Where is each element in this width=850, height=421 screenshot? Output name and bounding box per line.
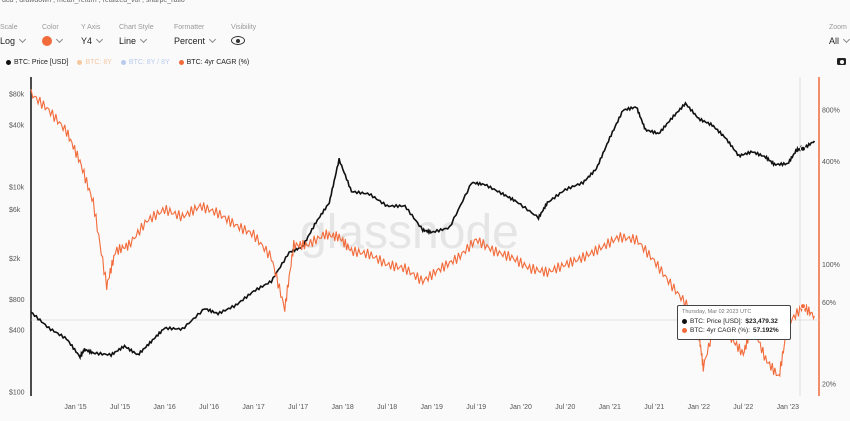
tooltip-price-label: BTC: Price [USD]: <box>690 318 743 325</box>
y-left-ticks: $80k $40k $10k $6k $2k $800 $400 $100 <box>9 92 25 397</box>
legend-swatch <box>178 60 184 65</box>
y-left-tick-label: $100 <box>9 390 25 397</box>
y-right-tick-label: 20% <box>822 382 836 389</box>
color-label: Color <box>42 24 59 31</box>
link-dca[interactable]: dca <box>2 0 14 4</box>
color-swatch <box>42 36 52 46</box>
y-right-ticks: 800% 400% 100% 60% 20% <box>822 108 840 389</box>
x-axis-ticks: Jan '15 Jul '15 Jan '16 Jul '16 Jan '17 Jul '… <box>64 404 799 411</box>
legend-item-btc-price[interactable]: BTC: Price [USD] <box>6 59 68 66</box>
hover-point <box>799 303 806 310</box>
link-mean-return[interactable]: mean_return <box>57 0 97 4</box>
x-tick-label: Jul '18 <box>377 404 397 411</box>
x-tick-label: Jan '19 <box>420 404 442 411</box>
x-tick-label: Jan '21 <box>599 404 621 411</box>
legend-item-btc-8y[interactable]: BTC: 8Y <box>77 59 112 66</box>
series-line-btc-cagr <box>30 89 815 378</box>
x-tick-label: Jan '22 <box>688 404 710 411</box>
tooltip-price-value: $23,479.32 <box>745 318 778 325</box>
link-realized-vol[interactable]: realized_vol <box>102 0 140 4</box>
legend-item-btc-cagr[interactable]: BTC: 4yr CAGR (%) <box>178 59 250 66</box>
scale-value: Log <box>0 36 16 46</box>
x-tick-label: Jul '20 <box>555 404 575 411</box>
x-tick-label: Jan '15 <box>64 404 86 411</box>
tooltip-cagr-value: 57.192% <box>752 327 779 334</box>
x-tick-label: Jul '22 <box>733 404 753 411</box>
zoom-control[interactable]: Zoom All <box>829 24 850 46</box>
tooltip-swatch <box>682 328 687 333</box>
legend-swatch <box>77 60 83 65</box>
y-axis-control[interactable]: Y Axis Y4 <box>81 24 104 46</box>
chart-legend: BTC: Price [USD] BTC: 8Y BTC: 8Y / 8Y BT… <box>6 59 258 66</box>
x-tick-label: Jan '18 <box>331 404 353 411</box>
y-axis-value: Y4 <box>81 36 93 46</box>
visibility-label: Visibility <box>231 24 257 31</box>
chart-style-label: Chart Style <box>119 24 154 31</box>
x-tick-label: Jul '17 <box>288 404 308 411</box>
scale-control[interactable]: Scale Log <box>0 24 27 46</box>
y-right-tick-label: 400% <box>822 159 840 166</box>
legend-label: BTC: 4yr CAGR (%) <box>186 59 250 66</box>
legend-item-btc-8y-8y[interactable]: BTC: 8Y / 8Y <box>120 59 170 66</box>
link-drawdown[interactable]: drawdown <box>19 0 52 4</box>
legend-label: BTC: Price [USD] <box>14 59 69 66</box>
x-tick-label: Jan '23 <box>777 404 799 411</box>
chart-style-value: Line <box>119 36 137 46</box>
y-left-tick-label: $40k <box>9 123 25 130</box>
series-line-btc-price <box>30 101 816 361</box>
y-left-tick-label: $80k <box>9 92 25 99</box>
color-control[interactable]: Color <box>42 24 64 46</box>
scale-label: Scale <box>0 24 18 31</box>
x-tick-label: Jul '16 <box>199 404 219 411</box>
formatter-value: Percent <box>174 36 206 46</box>
eye-icon[interactable] <box>231 36 245 45</box>
tooltip-swatch <box>682 319 687 324</box>
top-links: dca, drawdown, mean_return, realized_vol… <box>2 0 187 4</box>
visibility-control[interactable]: Visibility <box>231 24 256 45</box>
y-right-tick-label: 60% <box>822 300 836 307</box>
zoom-label: Zoom <box>829 24 847 31</box>
y-left-tick-label: $400 <box>9 328 25 335</box>
chart-controls: Scale Log Color Y Axis Y4 Chart Style Li… <box>0 24 850 52</box>
tooltip-cagr-label: BTC: 4yr CAGR (%): <box>690 327 750 334</box>
y-left-tick-label: $6k <box>9 207 21 214</box>
camera-icon[interactable] <box>837 58 846 65</box>
y-right-tick-label: 800% <box>822 108 840 115</box>
x-tick-label: Jul '21 <box>644 404 664 411</box>
x-tick-label: Jul '19 <box>466 404 486 411</box>
x-tick-label: Jan '20 <box>510 404 532 411</box>
formatter-control[interactable]: Formatter Percent <box>174 24 217 46</box>
legend-label: BTC: 8Y <box>85 59 112 66</box>
tooltip-date: Thursday, Mar 02 2023 UTC <box>682 309 752 315</box>
zoom-value: All <box>829 36 840 46</box>
y-axis-label: Y Axis <box>81 24 101 31</box>
hover-point <box>799 145 806 152</box>
x-tick-label: Jan '16 <box>153 404 175 411</box>
chart-tooltip: Thursday, Mar 02 2023 UTC BTC: Price [US… <box>677 305 791 340</box>
legend-swatch <box>6 60 11 65</box>
y-left-tick-label: $10k <box>9 184 25 191</box>
link-sharpe-ratio[interactable]: sharpe_ratio <box>145 0 185 4</box>
formatter-label: Formatter <box>174 24 205 31</box>
chart-style-control[interactable]: Chart Style Line <box>119 24 154 46</box>
legend-label: BTC: 8Y / 8Y <box>128 59 170 66</box>
legend-swatch <box>120 60 126 65</box>
x-tick-label: Jul '15 <box>110 404 130 411</box>
y-right-tick-label: 100% <box>822 262 840 269</box>
x-tick-label: Jan '17 <box>242 404 264 411</box>
chart-series <box>30 89 816 378</box>
y-left-tick-label: $2k <box>9 256 21 263</box>
y-left-tick-label: $800 <box>9 297 25 304</box>
